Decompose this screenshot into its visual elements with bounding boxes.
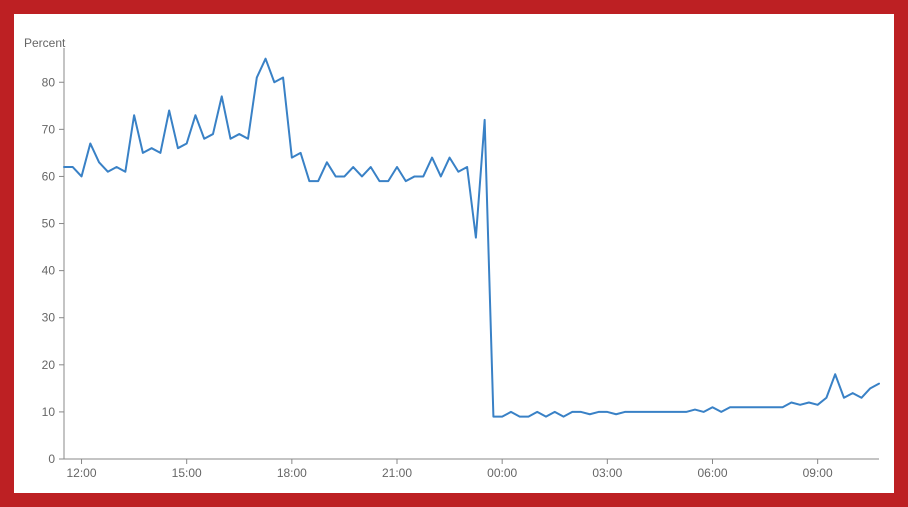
percent-series-line [64,59,879,417]
y-tick-label: 80 [42,75,56,89]
y-tick-label: 10 [42,405,56,419]
x-tick-label: 06:00 [697,466,727,480]
x-tick-label: 18:00 [277,466,307,480]
x-tick-label: 03:00 [592,466,622,480]
y-tick-label: 50 [42,217,56,231]
y-tick-label: 0 [48,452,55,466]
line-chart: 0 10 20 30 40 50 60 70 80 12:00 15:00 18:00 21:00 00:… [14,14,894,493]
y-tick-label: 20 [42,358,56,372]
x-tick-label: 12:00 [67,466,97,480]
y-tick-label: 70 [42,122,56,136]
x-tick-label: 09:00 [803,466,833,480]
x-tick-label: 15:00 [172,466,202,480]
y-tick-label: 40 [42,264,56,278]
y-axis-title: Percent [24,36,65,50]
x-tick-label: 00:00 [487,466,517,480]
chart-container: Percent 0 10 20 30 40 50 60 70 80 12:00 15:00 18:00… [14,14,894,493]
chart-frame: Percent 0 10 20 30 40 50 60 70 80 12:00 15:00 18:00… [0,0,908,507]
x-tick-label: 21:00 [382,466,412,480]
y-tick-label: 60 [42,169,56,183]
y-tick-label: 30 [42,311,56,325]
